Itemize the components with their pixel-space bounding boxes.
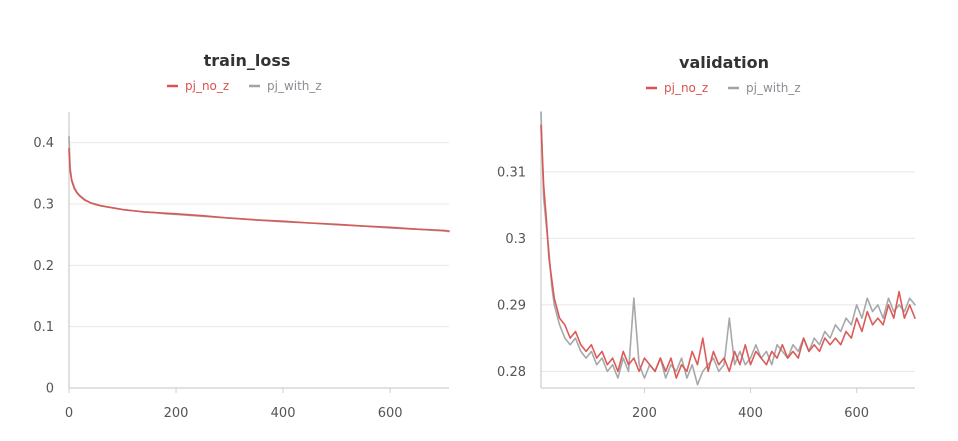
y-tick-label-0-29: 0.29 (497, 298, 526, 313)
x-tick-label-200: 200 (164, 406, 189, 421)
chart-title: validation (679, 53, 769, 72)
y-tick-label-0-28: 0.28 (497, 365, 526, 380)
legend-item-pj-with-z[interactable]: pj_with_z (728, 81, 801, 95)
y-tick-label-0-1: 0.1 (33, 320, 54, 335)
chart-title: train_loss (204, 51, 291, 70)
legend-item-pj-with-z[interactable]: pj_with_z (249, 79, 322, 93)
legend-label-pj-with-z: pj_with_z (746, 81, 801, 95)
y-tick-label-0-2: 0.2 (33, 259, 54, 274)
legend-label-pj-no-z: pj_no_z (664, 81, 708, 95)
series-line-pj-no-z[interactable] (540, 124, 916, 379)
series-line-pj-with-z[interactable] (68, 135, 450, 233)
legend: pj_no_z pj_with_z (167, 79, 322, 93)
legend: pj_no_z pj_with_z (646, 81, 801, 95)
y-tick-label-0-31: 0.31 (497, 165, 526, 180)
x-tick-label-600: 600 (844, 406, 869, 421)
series-line-pj-with-z[interactable] (540, 111, 916, 386)
x-tick-label-200: 200 (632, 406, 657, 421)
legend-label-pj-with-z: pj_with_z (267, 79, 322, 93)
y-tick-label-0: 0 (46, 382, 54, 397)
legend-label-pj-no-z: pj_no_z (185, 79, 229, 93)
x-tick-label-400: 400 (271, 406, 296, 421)
y-tick-label-0-3: 0.3 (33, 198, 54, 213)
y-tick-label-0-4: 0.4 (33, 136, 54, 151)
legend-item-pj-no-z[interactable]: pj_no_z (646, 81, 708, 95)
chart-validation: 0.28 0.29 0.3 0.31 200 400 600 validation pj_n… (497, 53, 916, 421)
x-tick-label-600: 600 (378, 406, 403, 421)
y-tick-label-0-3: 0.3 (505, 232, 526, 247)
chart-train-loss: 0 0.1 0.2 0.3 0.4 0 200 400 600 train_loss pj_no… (33, 51, 450, 421)
x-tick-label-0: 0 (65, 406, 73, 421)
series-line-pj-no-z[interactable] (68, 148, 450, 232)
x-tick-label-400: 400 (738, 406, 763, 421)
legend-item-pj-no-z[interactable]: pj_no_z (167, 79, 229, 93)
